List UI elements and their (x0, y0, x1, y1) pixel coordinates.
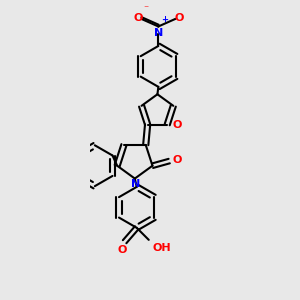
Text: O: O (117, 245, 127, 255)
Text: N: N (154, 28, 163, 38)
Text: ⁻: ⁻ (144, 5, 149, 15)
Text: O: O (174, 13, 184, 23)
Text: N: N (131, 179, 140, 190)
Text: O: O (173, 155, 182, 165)
Text: +: + (161, 16, 168, 25)
Text: O: O (133, 13, 142, 23)
Text: OH: OH (152, 243, 171, 253)
Text: O: O (173, 120, 182, 130)
